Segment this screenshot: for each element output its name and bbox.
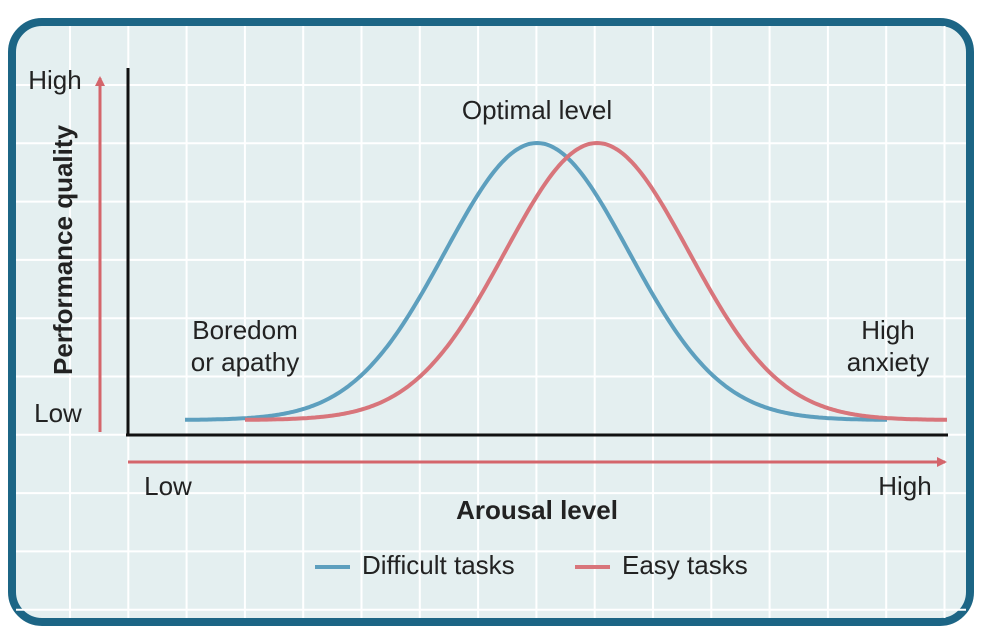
frame bbox=[8, 18, 974, 626]
legend-label: Difficult tasks bbox=[362, 550, 515, 580]
annotation: or apathy bbox=[191, 347, 299, 377]
difficult-curve bbox=[185, 140, 887, 422]
annotation: anxiety bbox=[847, 347, 929, 377]
annotation: High bbox=[861, 315, 914, 345]
annotation: Boredom bbox=[192, 315, 298, 345]
y-high: High bbox=[28, 65, 81, 95]
legend-label: Easy tasks bbox=[622, 550, 748, 580]
x-label: Arousal level bbox=[456, 495, 618, 525]
x-low: Low bbox=[144, 471, 192, 501]
grid bbox=[16, 26, 966, 618]
y-label: Performance quality bbox=[48, 124, 78, 375]
y-low: Low bbox=[34, 398, 82, 428]
optimal-label: Optimal level bbox=[462, 95, 612, 125]
easy-curve bbox=[245, 140, 947, 422]
x-high: High bbox=[878, 471, 931, 501]
